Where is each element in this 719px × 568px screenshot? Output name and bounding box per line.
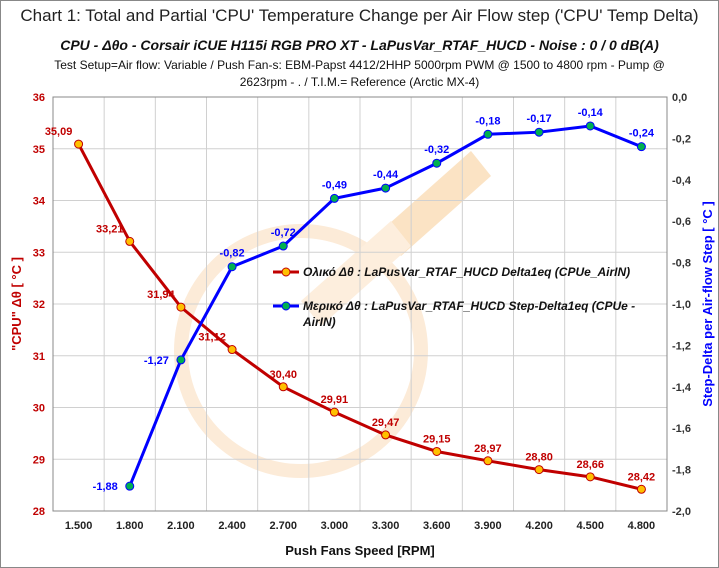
x-tick-label: 3.600 [423, 520, 451, 532]
y2-tick-label: -0,6 [672, 216, 691, 228]
x-tick-label: 2.700 [269, 520, 297, 532]
y2-tick-label: -0,8 [672, 258, 691, 270]
test-setup-line2: 2623rpm - . / T.I.M.= Reference (Arctic … [239, 75, 480, 89]
y-tick-label: 36 [33, 92, 45, 104]
y-tick-label: 34 [33, 196, 46, 208]
y-tick-label: 31 [33, 351, 45, 363]
data-point [329, 193, 339, 203]
data-point [432, 446, 442, 456]
y2-tick-label: -0,2 [672, 133, 691, 145]
data-label: -0,82 [220, 248, 245, 260]
data-point [636, 142, 646, 152]
data-point [483, 456, 493, 466]
data-label: 28,42 [628, 471, 656, 483]
data-point [176, 355, 186, 365]
y-axis-title: "CPU" Δθ [ °C ] [9, 257, 24, 351]
chart-subtitle: CPU - Δθο - Corsair iCUE H115i RGB PRO X… [60, 37, 659, 53]
data-point [585, 472, 595, 482]
x-tick-label: 3.000 [321, 520, 349, 532]
data-label: 30,40 [269, 369, 297, 381]
data-point [125, 236, 135, 246]
data-point [432, 158, 442, 168]
data-point [125, 481, 135, 491]
data-point [534, 127, 544, 137]
y-tick-label: 32 [33, 299, 45, 311]
data-point [227, 262, 237, 272]
y2-tick-label: -0,4 [672, 175, 692, 187]
data-label: -0,44 [373, 169, 399, 181]
x-tick-label: 2.400 [218, 520, 246, 532]
data-label: 28,80 [525, 452, 553, 464]
data-label: -0,17 [527, 113, 552, 125]
x-tick-label: 4.800 [628, 520, 656, 532]
data-label: -1,88 [93, 481, 118, 493]
plot-area-border [52, 96, 668, 512]
series-line-1 [77, 143, 642, 491]
data-point [636, 484, 646, 494]
x-axis-title: Push Fans Speed [RPM] [285, 543, 435, 558]
watermark-logo-shape [301, 221, 411, 326]
data-point [329, 407, 339, 417]
data-label: 29,47 [372, 417, 400, 429]
data-label: -0,14 [578, 107, 604, 119]
data-point [381, 183, 391, 193]
y2-tick-label: -1,4 [672, 382, 692, 394]
data-label: 31,94 [147, 289, 175, 301]
x-tick-label: 2.100 [167, 520, 195, 532]
test-setup-line1: Test Setup=Air flow: Variable / Push Fan… [54, 58, 665, 72]
y2-tick-label: 0,0 [672, 92, 687, 104]
x-tick-label: 1.500 [65, 520, 93, 532]
watermark-logo-shape [381, 151, 491, 256]
data-label: -0,24 [629, 128, 655, 140]
chart-title: Chart 1: Total and Partial 'CPU' Tempera… [20, 6, 699, 25]
x-tick-label: 4.200 [525, 520, 553, 532]
legend-marker [281, 267, 291, 277]
data-label: 35,09 [45, 126, 73, 138]
data-label: -0,18 [475, 115, 500, 127]
y2-tick-label: -1,0 [672, 299, 691, 311]
y2-axis-title: Step-Delta per Air-flow Step [ °C ] [700, 201, 715, 407]
legend-label: Μερικό Δθ : LaPusVar_RTAF_HUCD Step-Delt… [303, 299, 635, 313]
legend-label: Ολικό Δθ : LaPusVar_RTAF_HUCD Delta1eq (… [303, 265, 630, 279]
data-point [585, 121, 595, 131]
data-point [381, 430, 391, 440]
data-point [176, 302, 186, 312]
data-label: -1,27 [144, 355, 169, 367]
data-label: 29,91 [321, 394, 349, 406]
y-tick-label: 29 [33, 454, 45, 466]
y-tick-label: 28 [33, 506, 45, 518]
data-label: 29,15 [423, 433, 451, 445]
legend-label: AirIN) [302, 315, 336, 329]
y2-tick-label: -2,0 [672, 506, 691, 518]
y2-tick-label: -1,8 [672, 465, 691, 477]
data-label: -0,72 [271, 227, 296, 239]
data-label: 33,21 [96, 223, 124, 235]
data-label: -0,49 [322, 179, 347, 191]
x-tick-label: 3.300 [372, 520, 400, 532]
y2-tick-label: -1,2 [672, 340, 691, 352]
y-tick-label: 30 [33, 403, 45, 415]
x-tick-label: 3.900 [474, 520, 502, 532]
data-label: 31,12 [198, 332, 226, 344]
data-point [278, 382, 288, 392]
data-label: 28,66 [576, 459, 604, 471]
y2-tick-label: -1,6 [672, 423, 691, 435]
y-tick-label: 35 [33, 144, 45, 156]
x-tick-label: 1.800 [116, 520, 144, 532]
data-point [534, 465, 544, 475]
y-tick-label: 33 [33, 247, 45, 259]
data-point [227, 345, 237, 355]
data-point [74, 139, 84, 149]
legend-marker [281, 301, 291, 311]
x-tick-label: 4.500 [576, 520, 604, 532]
data-point [278, 241, 288, 251]
data-point [483, 129, 493, 139]
data-label: -0,32 [424, 144, 449, 156]
data-label: 28,97 [474, 443, 502, 455]
